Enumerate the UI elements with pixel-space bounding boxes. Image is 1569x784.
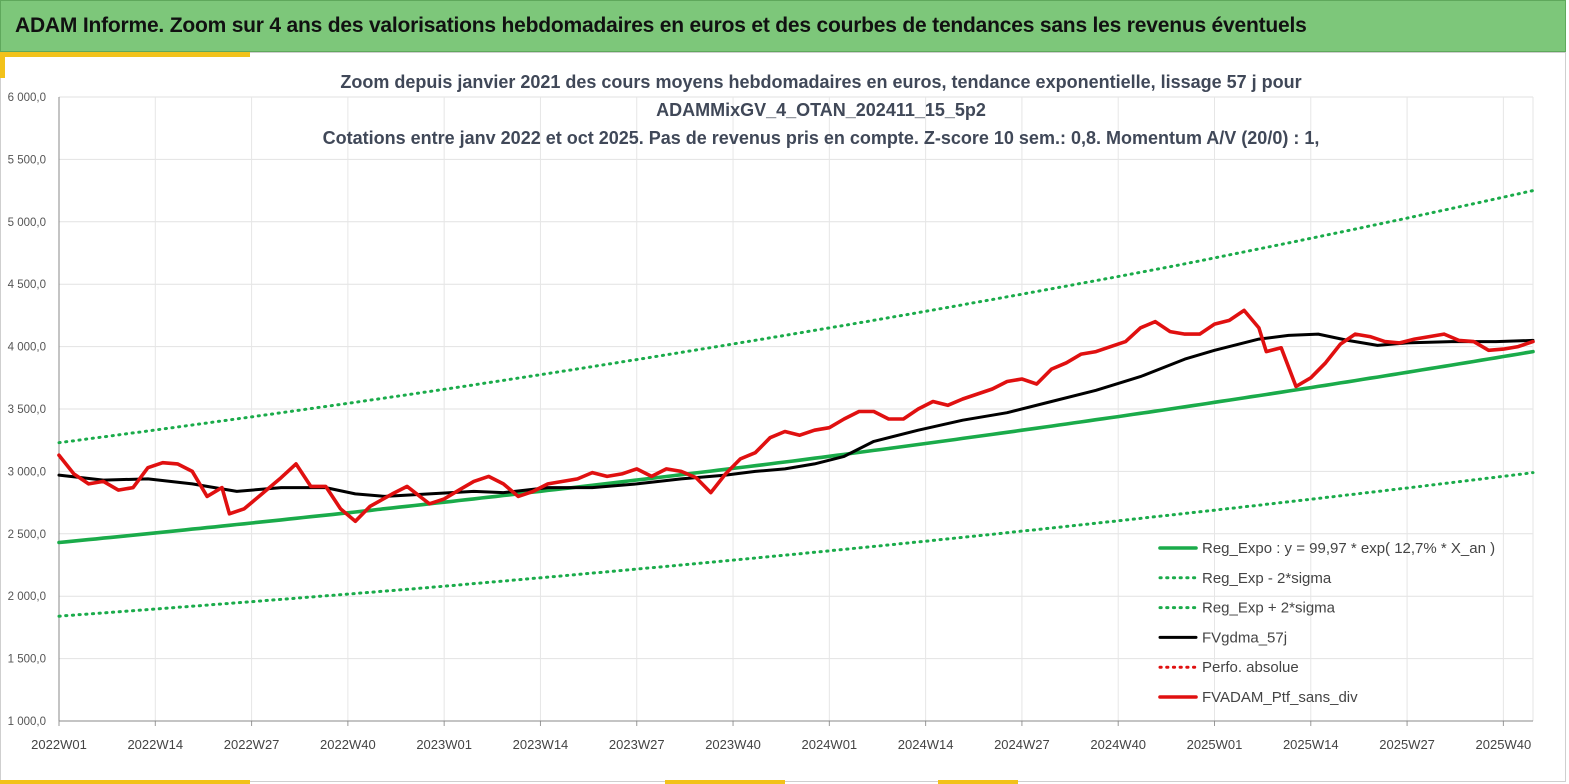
x-tick-label: 2024W40 [1090, 737, 1146, 752]
series-layer [57, 189, 1535, 618]
x-tick-label: 2024W01 [802, 737, 858, 752]
x-tick-label: 2022W14 [127, 737, 183, 752]
y-tick-label: 2 500,0 [8, 529, 46, 541]
y-tick-label: 6 000,0 [8, 92, 46, 104]
y-tick-label: 2 000,0 [8, 591, 46, 603]
accent-bar-left [0, 52, 5, 78]
x-tick-label: 2025W40 [1476, 737, 1532, 752]
x-tick-label: 2023W01 [416, 737, 472, 752]
legend-label: Reg_Expo : y = 99,97 * exp( 12,7% * X_an… [1202, 540, 1495, 557]
x-tick-label: 2024W27 [994, 737, 1050, 752]
x-tick-label: 2025W27 [1379, 737, 1435, 752]
chart-title-line: ADAMMixGV_4_OTAN_202411_15_5p2 [656, 100, 986, 120]
y-tick-label: 4 000,0 [8, 342, 46, 354]
page-title: ADAM Informe. Zoom sur 4 ans des valoris… [15, 14, 1307, 37]
x-tick-label: 2023W27 [609, 737, 665, 752]
y-tick-label: 4 500,0 [8, 279, 46, 291]
accent-bar-bottom [665, 780, 785, 784]
y-tick-label: 5 000,0 [8, 217, 46, 229]
series-line-2 [57, 189, 1535, 445]
accent-bar-bottom [0, 780, 250, 784]
chart-title-line: Zoom depuis janvier 2021 des cours moyen… [340, 72, 1301, 92]
x-tick-label: 2025W14 [1283, 737, 1339, 752]
series-line-3 [57, 332, 1535, 498]
x-tick-label: 2022W40 [320, 737, 376, 752]
accent-bar-bottom [938, 780, 1018, 784]
legend: Reg_Expo : y = 99,97 * exp( 12,7% * X_an… [1158, 540, 1495, 706]
y-tick-label: 3 000,0 [8, 466, 46, 478]
legend-label: Reg_Exp - 2*sigma [1202, 570, 1332, 587]
y-tick-label: 5 500,0 [8, 154, 46, 166]
x-tick-label: 2022W01 [31, 737, 87, 752]
y-tick-label: 3 500,0 [8, 404, 46, 416]
y-tick-label: 1 500,0 [8, 654, 46, 666]
legend-label: Reg_Exp + 2*sigma [1202, 600, 1336, 617]
series-line-1 [57, 471, 1535, 618]
grid-lines [58, 96, 1534, 722]
legend-label: FVADAM_Ptf_sans_div [1202, 689, 1358, 706]
chart-title-line: Cotations entre janv 2022 et oct 2025. P… [323, 128, 1320, 148]
x-tick-label: 2022W27 [224, 737, 280, 752]
accent-bar-top [0, 52, 250, 57]
axes: 1 000,0 1 500,0 2 000,0 2 500,0 3 000,0 3 500… [8, 92, 1533, 752]
series-line-0 [57, 349, 1535, 545]
x-tick-label: 2024W14 [898, 737, 954, 752]
series-line-5 [57, 308, 1535, 524]
x-tick-label: 2023W14 [513, 737, 569, 752]
header-banner: ADAM Informe. Zoom sur 4 ans des valoris… [0, 0, 1566, 52]
y-tick-label: 1 000,0 [8, 716, 46, 728]
legend-label: FVgdma_57j [1202, 629, 1287, 646]
chart-title: Zoom depuis janvier 2021 des cours moyen… [323, 72, 1320, 148]
legend-label: Perfo. absolue [1202, 659, 1299, 676]
x-tick-label: 2023W40 [705, 737, 761, 752]
x-tick-label: 2025W01 [1187, 737, 1243, 752]
